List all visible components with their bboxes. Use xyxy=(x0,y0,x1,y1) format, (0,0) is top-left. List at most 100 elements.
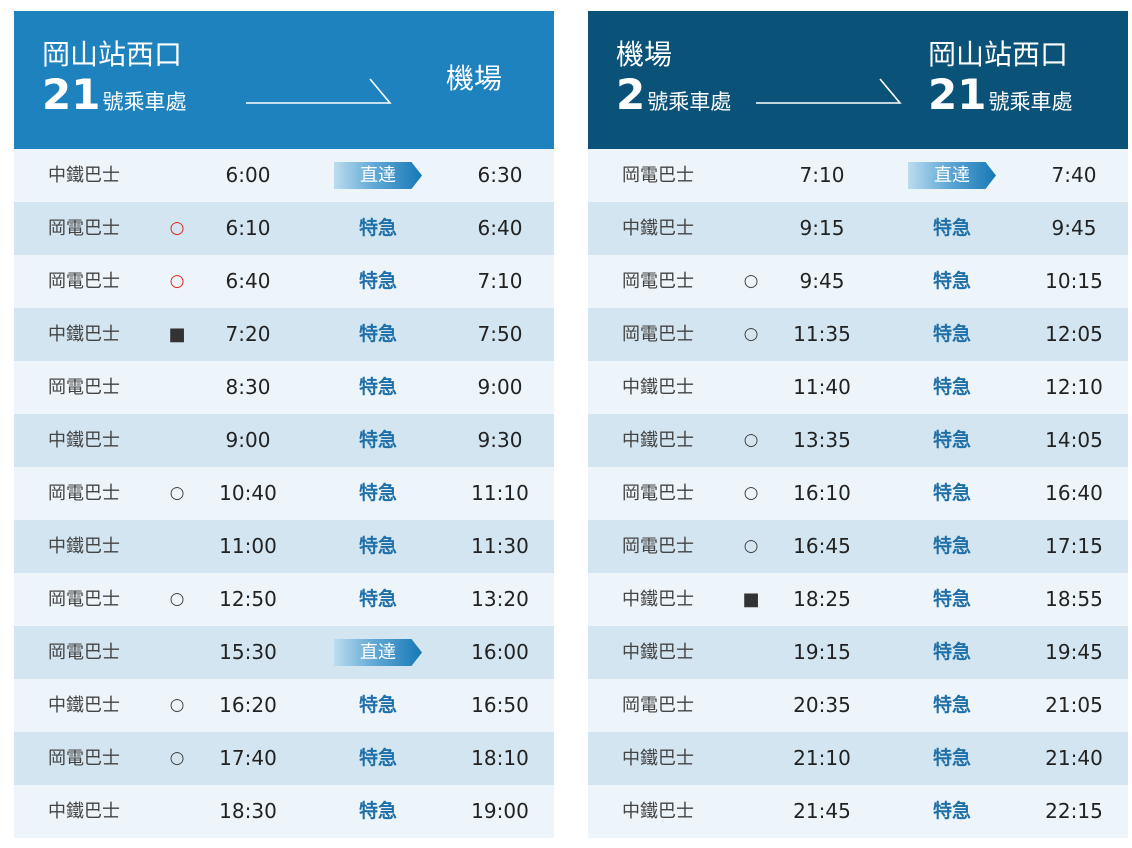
destination-stop-suffix: 號乘車處 xyxy=(988,90,1073,114)
express-service-label: 特急 xyxy=(932,800,971,822)
service-type-cell: 特急 xyxy=(334,308,422,361)
departure-time: 12:50 xyxy=(219,587,277,611)
operator-name: 中鐵巴士 xyxy=(622,801,694,822)
operator-name: 中鐵巴士 xyxy=(48,801,120,822)
departure-time: 9:00 xyxy=(225,428,271,452)
service-type-cell: 特急 xyxy=(334,202,422,255)
departure-time: 11:00 xyxy=(219,534,277,558)
operator-name: 中鐵巴士 xyxy=(622,430,694,451)
arrival-time: 6:40 xyxy=(477,216,523,240)
table-row: 岡電巴士 ○ 9:45 特急 10:15 xyxy=(588,255,1128,308)
service-type-cell: 特急 xyxy=(334,679,422,732)
departure-time: 7:20 xyxy=(225,322,271,346)
circle-marker-icon: ○ xyxy=(743,324,759,344)
table-row: 中鐵巴士 21:45 特急 22:15 xyxy=(588,785,1128,838)
departure-time: 6:10 xyxy=(225,216,271,240)
express-service-label: 特急 xyxy=(358,694,397,716)
operator-name: 岡電巴士 xyxy=(48,483,120,504)
timetable-rows: 中鐵巴士 6:00 直達 6:30 岡電巴士 ○ 6:10 特急 6:40 岡電巴士 ○ 6:40 特急… xyxy=(14,149,554,838)
operator-name: 岡電巴士 xyxy=(48,218,120,239)
express-service-label: 特急 xyxy=(358,270,397,292)
table-row: 岡電巴士 ○ 6:10 特急 6:40 xyxy=(14,202,554,255)
service-type-cell: 特急 xyxy=(908,573,996,626)
arrival-time: 7:10 xyxy=(477,269,523,293)
departure-time: 18:25 xyxy=(793,587,851,611)
origin-stop: 2號乘車處 xyxy=(616,73,731,126)
red-circle-marker-icon: ○ xyxy=(169,271,185,291)
square-marker-icon: ■ xyxy=(742,589,760,610)
arrival-time: 9:45 xyxy=(1051,216,1097,240)
origin-name: 岡山站西口 xyxy=(42,38,183,71)
arrival-time: 11:10 xyxy=(471,481,529,505)
departure-time: 6:40 xyxy=(225,269,271,293)
arrival-time: 10:15 xyxy=(1045,269,1103,293)
service-type-cell: 直達 xyxy=(908,149,996,202)
arrival-time: 9:00 xyxy=(477,375,523,399)
table-row: 岡電巴士 ○ 12:50 特急 13:20 xyxy=(14,573,554,626)
arrival-time: 7:40 xyxy=(1051,163,1097,187)
origin-stop-number: 21 xyxy=(42,70,101,119)
circle-marker-icon: ○ xyxy=(743,483,759,503)
timetable-header: 岡山站西口 21號乘車處 機場 xyxy=(14,11,554,149)
departure-time: 8:30 xyxy=(225,375,271,399)
arrival-time: 7:50 xyxy=(477,322,523,346)
arrival-time: 13:20 xyxy=(471,587,529,611)
service-type-cell: 特急 xyxy=(908,626,996,679)
operator-name: 中鐵巴士 xyxy=(48,165,120,186)
service-type-cell: 特急 xyxy=(908,414,996,467)
operator-name: 岡電巴士 xyxy=(622,483,694,504)
service-type-cell: 特急 xyxy=(908,520,996,573)
service-type-cell: 特急 xyxy=(908,308,996,361)
operator-name: 中鐵巴士 xyxy=(622,642,694,663)
table-row: 岡電巴士 ○ 11:35 特急 12:05 xyxy=(588,308,1128,361)
service-type-cell: 特急 xyxy=(908,361,996,414)
timetable-header: 機場 2號乘車處 岡山站西口 21號乘車處 xyxy=(588,11,1128,149)
timetable-okayama-to-airport: 岡山站西口 21號乘車處 機場 中鐵巴士 6:00 直達 6:30 岡電巴士 ○ 6:10 特… xyxy=(14,11,554,838)
operator-name: 岡電巴士 xyxy=(622,695,694,716)
circle-marker-icon: ○ xyxy=(169,483,185,503)
departure-time: 18:30 xyxy=(219,799,277,823)
table-row: 岡電巴士 15:30 直達 16:00 xyxy=(14,626,554,679)
arrival-time: 16:00 xyxy=(471,640,529,664)
origin-stop: 21號乘車處 xyxy=(42,73,186,126)
destination-name: 岡山站西口 xyxy=(928,38,1069,71)
service-type-cell: 特急 xyxy=(334,732,422,785)
arrival-time: 18:10 xyxy=(471,746,529,770)
arrival-time: 11:30 xyxy=(471,534,529,558)
departure-time: 21:45 xyxy=(793,799,851,823)
service-type-cell: 特急 xyxy=(908,732,996,785)
arrival-time: 21:40 xyxy=(1045,746,1103,770)
origin-stop-number: 2 xyxy=(616,70,646,119)
service-type-cell: 特急 xyxy=(334,414,422,467)
table-row: 岡電巴士 20:35 特急 21:05 xyxy=(588,679,1128,732)
arrival-time: 12:10 xyxy=(1045,375,1103,399)
service-type-cell: 特急 xyxy=(908,467,996,520)
express-service-label: 特急 xyxy=(932,747,971,769)
destination-stop-number: 21 xyxy=(928,70,987,119)
operator-name: 中鐵巴士 xyxy=(48,324,120,345)
departure-time: 15:30 xyxy=(219,640,277,664)
arrival-time: 6:30 xyxy=(477,163,523,187)
service-type-cell: 直達 xyxy=(334,149,422,202)
timetable-airport-to-okayama: 機場 2號乘車處 岡山站西口 21號乘車處 岡電巴士 7:10 直達 7:40 中鐵巴士… xyxy=(588,11,1128,838)
operator-name: 岡電巴士 xyxy=(622,165,694,186)
operator-name: 岡電巴士 xyxy=(48,642,120,663)
table-row: 中鐵巴士 21:10 特急 21:40 xyxy=(588,732,1128,785)
departure-time: 20:35 xyxy=(793,693,851,717)
express-service-label: 特急 xyxy=(932,429,971,451)
table-row: 中鐵巴士 ■ 7:20 特急 7:50 xyxy=(14,308,554,361)
express-service-label: 特急 xyxy=(358,588,397,610)
departure-time: 6:00 xyxy=(225,163,271,187)
arrival-time: 18:55 xyxy=(1045,587,1103,611)
table-row: 岡電巴士 ○ 16:45 特急 17:15 xyxy=(588,520,1128,573)
express-service-label: 特急 xyxy=(932,588,971,610)
operator-name: 中鐵巴士 xyxy=(622,748,694,769)
departure-time: 13:35 xyxy=(793,428,851,452)
express-service-label: 特急 xyxy=(932,323,971,345)
express-service-label: 特急 xyxy=(932,694,971,716)
operator-name: 岡電巴士 xyxy=(48,377,120,398)
express-service-label: 特急 xyxy=(932,270,971,292)
table-row: 中鐵巴士 6:00 直達 6:30 xyxy=(14,149,554,202)
departure-time: 19:15 xyxy=(793,640,851,664)
arrival-time: 14:05 xyxy=(1045,428,1103,452)
